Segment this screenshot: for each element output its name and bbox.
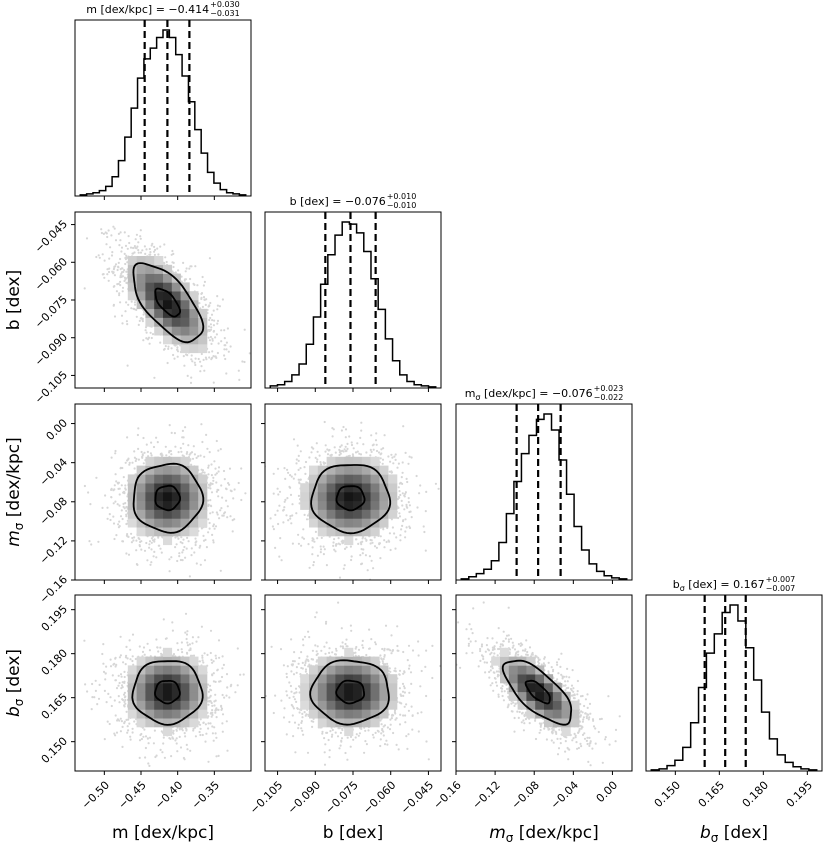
scatter-panel-m-vs-b bbox=[74, 211, 252, 389]
y-tick-label: 0.150 bbox=[39, 735, 70, 766]
x-tick-label: −0.075 bbox=[323, 779, 361, 817]
scatter-panel-m-vs-b_sigma bbox=[74, 594, 252, 772]
title-upper-error: +0.010 bbox=[387, 192, 417, 201]
x-axis-label-b: b [dex] bbox=[323, 823, 383, 843]
y-axis-label-b: b [dex] bbox=[4, 270, 24, 330]
scatter-panel-m-vs-m_sigma bbox=[74, 403, 252, 581]
x-tick-label: −0.16 bbox=[431, 779, 464, 812]
x-tick-label: 0.150 bbox=[652, 779, 683, 810]
scatter-panel-b-vs-m_sigma bbox=[264, 403, 442, 581]
y-tick-label: −0.105 bbox=[32, 368, 70, 406]
y-tick-label: −0.12 bbox=[37, 534, 70, 567]
title-upper-error: +0.007 bbox=[766, 575, 796, 584]
x-tick-label: −0.45 bbox=[116, 779, 149, 812]
hist-panel-b: b [dex] = −0.076 +0.010−0.010 bbox=[264, 192, 442, 389]
y-tick-label: 0.195 bbox=[39, 603, 70, 634]
title-upper-error: +0.023 bbox=[594, 384, 624, 393]
panel-title-b: b [dex] = −0.076 bbox=[290, 195, 386, 208]
contour-line-2 bbox=[310, 464, 392, 535]
x-tick-label: −0.35 bbox=[189, 779, 222, 812]
scatter-panel-m_sigma-vs-b_sigma bbox=[455, 594, 633, 772]
hist-panel-b_sigma: bσ [dex] = 0.167 +0.007−0.007 bbox=[645, 575, 823, 772]
y-tick-label: 0.165 bbox=[39, 691, 70, 722]
x-tick-label: −0.060 bbox=[361, 779, 399, 817]
x-tick-label: 0.00 bbox=[594, 779, 621, 806]
x-tick-label: −0.090 bbox=[285, 779, 323, 817]
contour-line-2 bbox=[132, 262, 205, 344]
panel-title-b_sigma: bσ [dex] = 0.167 bbox=[673, 578, 765, 593]
y-tick-label: 0.180 bbox=[39, 647, 70, 678]
y-tick-label: −0.060 bbox=[32, 255, 70, 293]
title-lower-error: −0.022 bbox=[594, 393, 624, 402]
contour-line-1 bbox=[335, 485, 366, 512]
x-tick-label: −0.40 bbox=[152, 779, 185, 812]
title-lower-error: −0.031 bbox=[210, 9, 240, 18]
title-lower-error: −0.007 bbox=[766, 584, 796, 593]
x-axis-label-m: m [dex/kpc] bbox=[112, 823, 214, 843]
density-cells bbox=[491, 647, 580, 737]
contour-line-1 bbox=[335, 679, 365, 705]
density-cells bbox=[300, 456, 398, 546]
x-tick-label: 0.165 bbox=[696, 779, 727, 810]
contour-line-1 bbox=[154, 680, 181, 705]
x-axis-label-m_sigma: mσ [dex/kpc] bbox=[489, 823, 599, 845]
hist-panel-m: m [dex/kpc] = −0.414 +0.030−0.031 bbox=[74, 0, 252, 197]
x-tick-label: −0.08 bbox=[509, 779, 542, 812]
y-tick-label: −0.04 bbox=[37, 456, 70, 489]
y-tick-label: −0.045 bbox=[32, 218, 70, 256]
y-tick-label: −0.16 bbox=[37, 573, 70, 606]
title-lower-error: −0.010 bbox=[387, 201, 417, 210]
y-axis-label-m_sigma: mσ [dex/kpc] bbox=[4, 437, 26, 547]
y-tick-label: −0.090 bbox=[32, 331, 70, 369]
contour-line-1 bbox=[524, 679, 551, 705]
x-tick-label: −0.50 bbox=[79, 779, 112, 812]
scatter-panel-b-vs-b_sigma bbox=[264, 594, 442, 772]
x-tick-label: −0.12 bbox=[470, 779, 503, 812]
x-tick-label: −0.04 bbox=[548, 779, 581, 812]
x-tick-label: −0.045 bbox=[398, 779, 436, 817]
y-tick-label: 0.00 bbox=[44, 416, 71, 443]
x-tick-label: −0.105 bbox=[247, 779, 285, 817]
hist-panel-m_sigma: mσ [dex/kpc] = −0.076 +0.023−0.022 bbox=[455, 384, 633, 581]
y-tick-label: −0.08 bbox=[37, 495, 70, 528]
contour-line-2 bbox=[131, 660, 204, 726]
histogram-line bbox=[650, 604, 818, 771]
y-tick-label: −0.075 bbox=[32, 293, 70, 331]
panel-title-m_sigma: mσ [dex/kpc] = −0.076 bbox=[465, 387, 593, 402]
title-upper-error: +0.030 bbox=[210, 0, 240, 9]
density-cells bbox=[127, 647, 208, 737]
histogram-line bbox=[79, 29, 247, 196]
contour-line-1 bbox=[154, 287, 181, 318]
y-axis-label-b_sigma: bσ [dex] bbox=[4, 649, 26, 717]
histogram-line bbox=[460, 413, 628, 580]
histogram-line bbox=[269, 221, 437, 388]
x-tick-label: 0.180 bbox=[740, 779, 771, 810]
contour-line-2 bbox=[132, 462, 205, 534]
x-axis-label-b_sigma: bσ [dex] bbox=[700, 823, 768, 845]
contour-line-1 bbox=[154, 484, 181, 512]
x-tick-label: 0.195 bbox=[784, 779, 815, 810]
contour-line-2 bbox=[501, 659, 573, 726]
contour-line-2 bbox=[309, 659, 390, 726]
panel-title-m: m [dex/kpc] = −0.414 bbox=[86, 3, 209, 16]
